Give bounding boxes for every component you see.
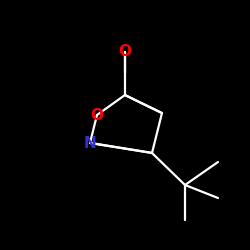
Text: O: O xyxy=(90,108,104,122)
Text: N: N xyxy=(84,136,96,150)
Text: O: O xyxy=(118,44,132,60)
